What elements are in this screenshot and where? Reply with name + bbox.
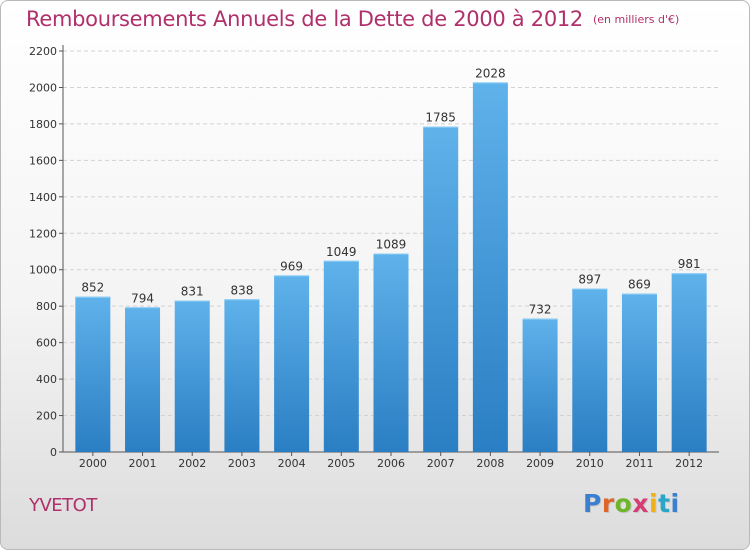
y-tick-label: 1000 bbox=[29, 264, 57, 277]
bar bbox=[224, 299, 260, 452]
logo-letter: x bbox=[632, 489, 649, 518]
y-tick-label: 0 bbox=[50, 446, 57, 459]
x-tick-label: 2008 bbox=[476, 457, 504, 470]
bar bbox=[75, 296, 111, 452]
bar bbox=[621, 293, 657, 452]
x-tick-label: 2009 bbox=[526, 457, 554, 470]
y-tick-label: 1400 bbox=[29, 191, 57, 204]
bar bbox=[572, 288, 608, 452]
data-label: 1089 bbox=[376, 238, 407, 252]
bar bbox=[274, 275, 310, 452]
y-tick-label: 2000 bbox=[29, 81, 57, 94]
bar bbox=[671, 273, 707, 452]
data-label: 831 bbox=[181, 285, 204, 299]
x-tick-label: 2011 bbox=[625, 457, 653, 470]
data-label: 732 bbox=[529, 303, 552, 317]
chart-title: Remboursements Annuels de la Dette de 20… bbox=[26, 7, 679, 31]
y-tick-label: 1800 bbox=[29, 118, 57, 131]
data-label: 838 bbox=[230, 283, 253, 297]
x-tick-label: 2010 bbox=[576, 457, 604, 470]
logo-letter: i bbox=[649, 489, 659, 518]
bar bbox=[423, 126, 459, 452]
bar bbox=[323, 260, 359, 452]
data-label: 969 bbox=[280, 259, 303, 273]
x-tick-label: 2000 bbox=[79, 457, 107, 470]
y-tick-label: 1200 bbox=[29, 227, 57, 240]
logo-letter: i bbox=[670, 489, 680, 518]
data-label: 852 bbox=[81, 281, 104, 295]
x-tick-label: 2004 bbox=[278, 457, 306, 470]
bar bbox=[522, 318, 558, 452]
y-tick-label: 200 bbox=[36, 410, 57, 423]
y-tick-label: 400 bbox=[36, 373, 57, 386]
x-tick-label: 2007 bbox=[427, 457, 455, 470]
data-labels: 852 794 831 838 969 1049 1089 1785 2028 732 897 869… bbox=[81, 66, 700, 316]
y-tick-label: 1600 bbox=[29, 154, 57, 167]
logo-letter: t bbox=[658, 489, 671, 518]
city-name: YVETOT bbox=[29, 495, 97, 516]
data-label: 1785 bbox=[425, 111, 456, 125]
data-label: 869 bbox=[628, 278, 651, 292]
chart-unit: (en milliers d'€) bbox=[593, 13, 680, 26]
bar bbox=[373, 253, 409, 452]
chart-title-text: Remboursements Annuels de la Dette de 20… bbox=[26, 7, 583, 31]
logo-letter: o bbox=[614, 489, 633, 518]
bar bbox=[472, 82, 508, 453]
data-label: 1049 bbox=[326, 245, 357, 259]
x-tick-label: 2006 bbox=[377, 457, 405, 470]
bar bbox=[125, 307, 161, 452]
data-label: 2028 bbox=[475, 66, 506, 80]
bars bbox=[75, 82, 707, 453]
data-label: 794 bbox=[131, 291, 154, 305]
x-tick-label: 2012 bbox=[675, 457, 703, 470]
y-tick-label: 800 bbox=[36, 300, 57, 313]
x-tick-label: 2002 bbox=[178, 457, 206, 470]
y-tick-label: 600 bbox=[36, 337, 57, 350]
data-label: 981 bbox=[678, 257, 701, 271]
proxiti-logo: Proxiti bbox=[583, 489, 680, 518]
logo-letter: P bbox=[583, 489, 602, 518]
data-label: 897 bbox=[578, 273, 601, 287]
y-tick-label: 2200 bbox=[29, 45, 57, 58]
bar bbox=[174, 300, 210, 452]
x-tick-label: 2001 bbox=[129, 457, 157, 470]
logo-letter: r bbox=[601, 489, 615, 518]
x-tick-label: 2003 bbox=[228, 457, 256, 470]
x-tick-label: 2005 bbox=[327, 457, 355, 470]
